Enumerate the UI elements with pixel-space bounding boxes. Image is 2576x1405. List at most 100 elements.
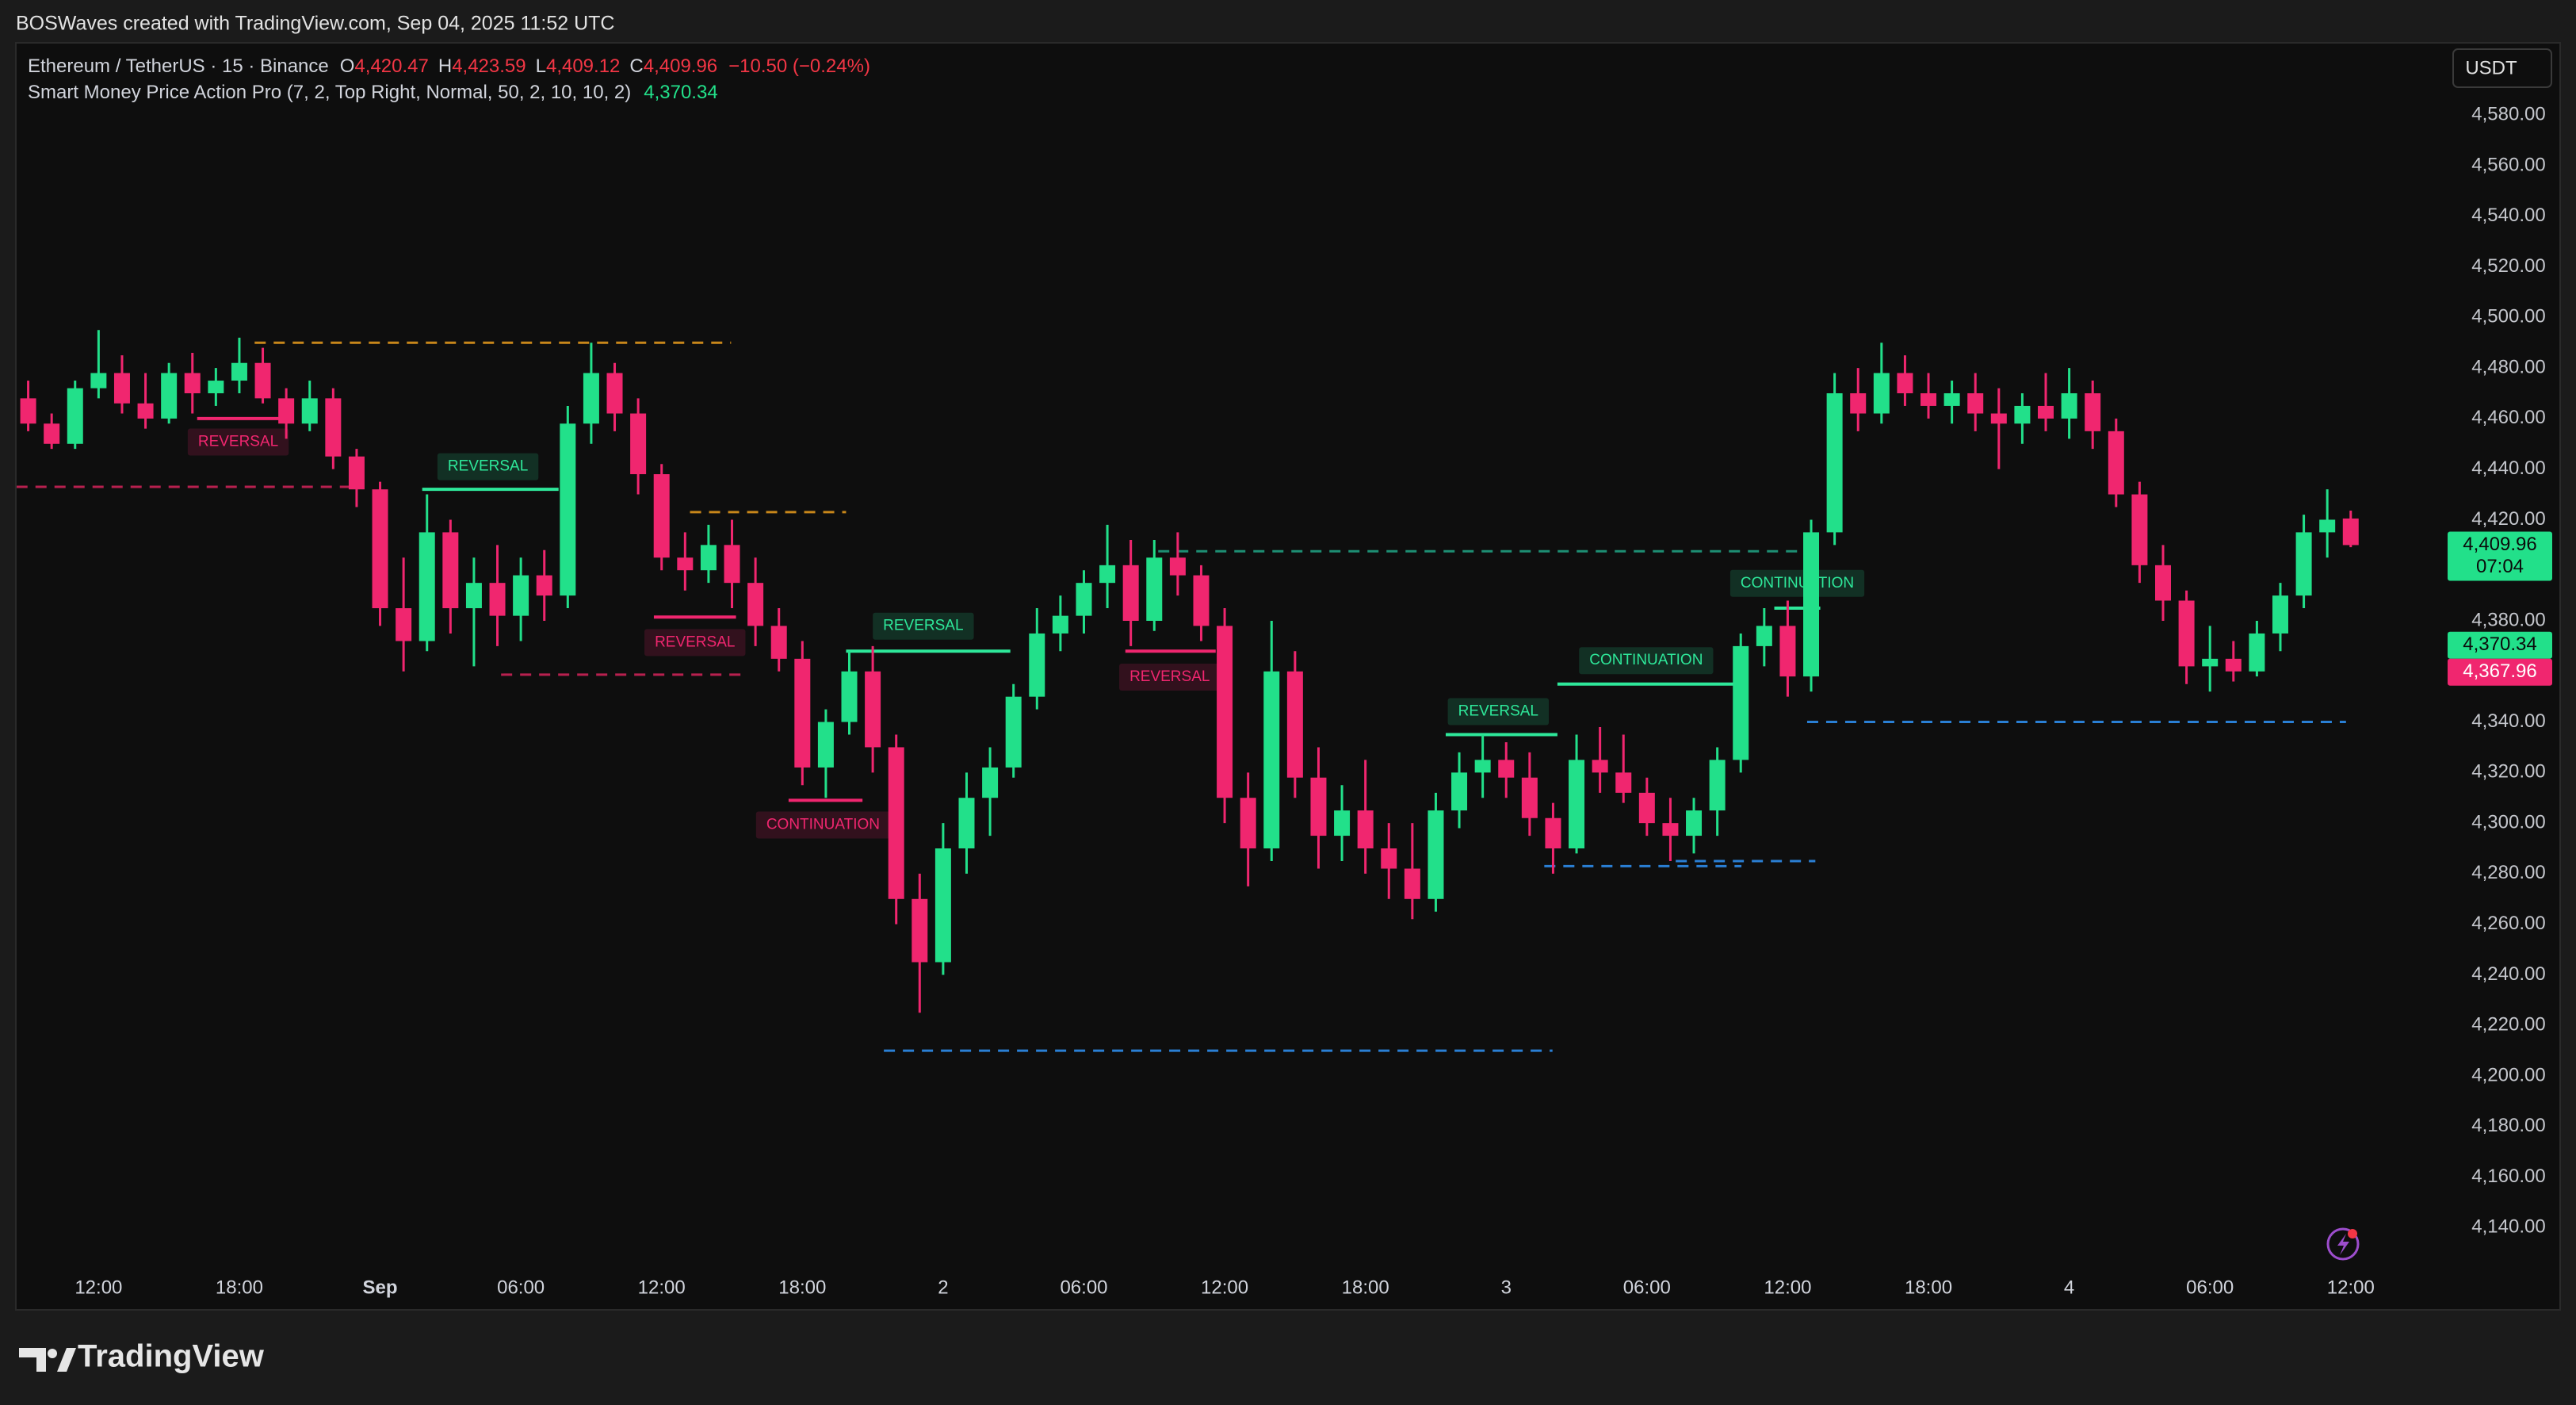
candle	[1638, 777, 1655, 836]
candle	[301, 381, 318, 431]
candle-body	[1967, 392, 1984, 414]
candle	[1052, 595, 1068, 652]
alert-icon[interactable]	[2326, 1227, 2360, 1261]
logo-mark	[19, 1348, 46, 1372]
candle	[2225, 641, 2242, 682]
candle-body	[513, 575, 529, 616]
candle	[1146, 539, 1163, 631]
x-tick-label: 18:00	[216, 1277, 263, 1298]
candle-body	[1779, 626, 1796, 677]
price-tag: 4,370.34	[2448, 631, 2552, 659]
symbol: Ethereum / TetherUS · 15 · Binance	[28, 56, 329, 77]
y-tick-label: 4,220.00	[2471, 1014, 2545, 1036]
candle	[817, 709, 834, 798]
candle	[184, 352, 201, 414]
legend-key: H	[438, 56, 452, 77]
structure-label: CONTINUATION	[1579, 647, 1714, 675]
candle-body	[1943, 392, 1960, 406]
candle-body	[982, 767, 999, 798]
alert-bolt[interactable]	[2337, 1234, 2349, 1255]
alert-dot[interactable]	[2348, 1229, 2357, 1238]
candle-body	[2014, 405, 2031, 424]
x-tick-label: Sep	[363, 1277, 398, 1298]
candle	[934, 823, 951, 975]
candle	[67, 381, 83, 450]
legend-value: 4,423.59	[452, 56, 526, 77]
candle-body	[747, 583, 764, 626]
y-tick-label: 4,520.00	[2471, 255, 2545, 277]
structure-label: REVERSAL	[644, 629, 746, 657]
candle-body	[372, 489, 388, 609]
label-box	[755, 811, 891, 839]
candle-body	[958, 798, 975, 849]
candle-body	[2085, 392, 2101, 431]
candle	[2014, 392, 2031, 444]
x-tick-label: 2	[938, 1277, 948, 1298]
candle	[1873, 343, 1890, 424]
candle-body	[912, 898, 928, 963]
legend-change: −10.50 (−0.24%)	[728, 56, 870, 77]
candle-body	[44, 423, 60, 444]
label-text: CONTINUATION	[1589, 652, 1703, 668]
candle-body	[278, 398, 295, 424]
y-tick-label: 4,540.00	[2471, 205, 2545, 226]
candle	[254, 347, 271, 404]
candle-body	[841, 671, 858, 722]
y-tick-label: 4,460.00	[2471, 407, 2545, 428]
candle-body	[396, 608, 412, 641]
candle-body	[1240, 798, 1256, 849]
candle	[560, 405, 576, 609]
label-text: CONTINUATION	[766, 817, 880, 833]
candle	[1733, 633, 1749, 773]
candle-body	[1428, 810, 1444, 899]
label-text: REVERSAL	[1458, 702, 1538, 719]
currency-button[interactable]: USDT	[2452, 48, 2552, 88]
currency-box[interactable]	[2452, 48, 2552, 88]
candle-body	[1099, 565, 1116, 584]
candle-body	[489, 583, 506, 616]
candle-body	[2178, 600, 2195, 667]
candle-body	[1638, 792, 1655, 824]
candle-body	[1381, 848, 1397, 869]
candle-body	[1217, 626, 1233, 798]
candle-body	[2342, 518, 2359, 546]
y-tick-label: 4,160.00	[2471, 1166, 2545, 1187]
legend-key: L	[536, 56, 546, 77]
candle-body	[1076, 583, 1092, 616]
candle	[161, 362, 178, 424]
candle	[724, 519, 740, 609]
candle-body	[1850, 392, 1867, 414]
candle-body	[161, 373, 178, 419]
price-tag-box	[2448, 631, 2552, 659]
candle	[1803, 519, 1820, 692]
candle	[1709, 747, 1726, 836]
candle-body	[1709, 760, 1726, 811]
candle-body	[2319, 519, 2336, 533]
candle	[2131, 481, 2148, 584]
label-box	[873, 612, 974, 640]
candle	[465, 557, 482, 667]
candle-body	[817, 722, 834, 768]
candle	[489, 545, 506, 646]
candle-body	[536, 575, 552, 596]
candle	[1474, 734, 1491, 798]
x-tick-label: 12:00	[75, 1277, 122, 1298]
candle	[1286, 651, 1303, 798]
structure-label: REVERSAL	[873, 612, 974, 640]
candle	[2249, 621, 2265, 677]
label-text: CONTINUATION	[1741, 575, 1854, 591]
candle	[1545, 802, 1561, 874]
alert-ring[interactable]	[2326, 1227, 2360, 1261]
x-tick-label: 12:00	[1764, 1277, 1811, 1298]
candle	[1099, 524, 1116, 609]
candle-body	[1286, 671, 1303, 778]
currency-label[interactable]: USDT	[2465, 57, 2517, 78]
candle	[1169, 532, 1186, 596]
candle	[1357, 760, 1374, 874]
candle	[208, 368, 224, 406]
candle-body	[770, 626, 787, 659]
candle	[1240, 772, 1256, 886]
candle	[606, 362, 623, 431]
candle	[1897, 355, 1913, 406]
